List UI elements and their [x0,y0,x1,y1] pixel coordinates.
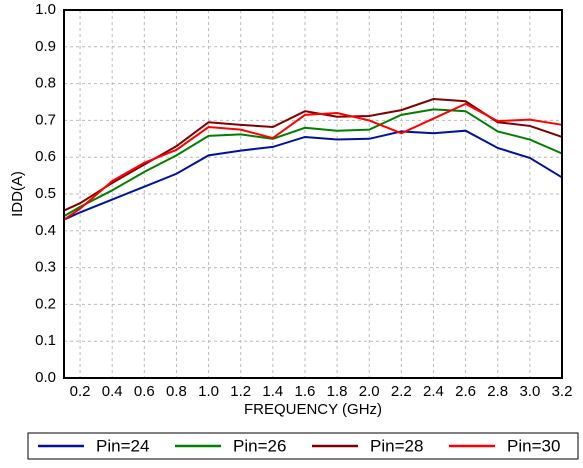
series-line [63,98,563,212]
y-tick-label: 0.8 [35,75,56,92]
x-tick-label: 0.8 [166,383,187,400]
legend-label: Pin=26 [233,436,286,455]
x-tick-label: 3.0 [519,383,540,400]
series-line [63,102,563,221]
y-tick-label: 0.9 [35,38,56,55]
x-tick-label: 0.2 [70,383,91,400]
x-tick-label: 1.2 [230,383,251,400]
y-tick-label: 0.5 [35,185,56,202]
legend-label: Pin=24 [96,436,149,455]
series-line [63,129,563,221]
x-tick-label: 1.0 [198,383,219,400]
legend-label: Pin=28 [370,436,423,455]
y-tick-label: 0.6 [35,148,56,165]
x-tick-label: 1.8 [327,383,348,400]
x-tick-label: 2.2 [391,383,412,400]
x-tick-label: 0.4 [102,383,123,400]
x-axis-title: FREQUENCY (GHz) [244,401,382,418]
series-line [63,108,563,217]
x-tick-label: 0.6 [134,383,155,400]
y-tick-label: 0.3 [35,259,56,276]
y-tick-label: 0.7 [35,111,56,128]
y-tick-label: 0.4 [35,222,56,239]
legend-box [27,432,579,460]
y-tick-label: 1.0 [35,1,56,18]
x-tick-label: 2.0 [359,383,380,400]
y-tick-label: 0.2 [35,295,56,312]
y-axis-title: IDD(A) [9,171,26,217]
y-tick-label: 0.0 [35,369,56,386]
x-tick-label: 1.4 [262,383,283,400]
x-tick-label: 2.6 [455,383,476,400]
y-tick-label: 0.1 [35,332,56,349]
x-tick-label: 3.2 [552,383,573,400]
plot-frame [63,9,563,379]
legend-label: Pin=30 [507,436,560,455]
x-tick-label: 2.4 [423,383,444,400]
x-tick-label: 1.6 [295,383,316,400]
x-tick-label: 2.8 [487,383,508,400]
